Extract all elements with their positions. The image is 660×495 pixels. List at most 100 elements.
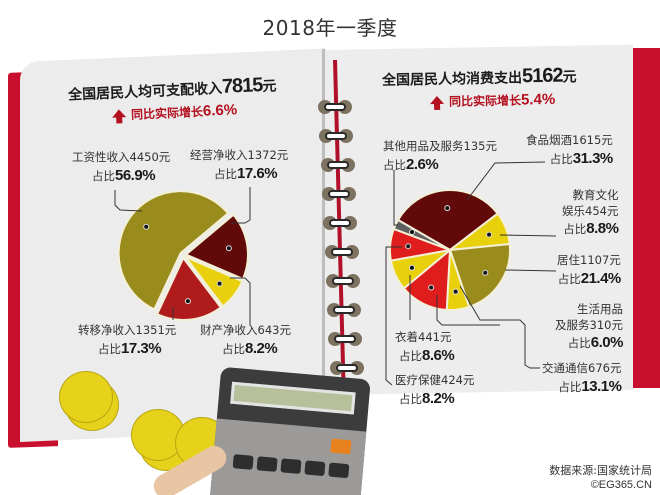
label-household: 生活用品 及服务310元 占比6.0% (555, 302, 623, 353)
label-medical-share: 占比8.2% (395, 389, 474, 409)
pie-anchor-dot (216, 280, 223, 287)
spiral-ring (318, 100, 352, 114)
share-value: 2.6% (406, 155, 439, 173)
label-food: 食品烟酒1615元 占比31.3% (526, 133, 613, 169)
label-education-name-1: 教育文化 (572, 188, 619, 202)
pie-slice (184, 213, 249, 281)
label-business-name: 经营净收入1372元 (190, 148, 289, 162)
label-education-share: 占比8.8% (562, 219, 619, 239)
share-prefix: 占比 (557, 271, 581, 286)
label-wages-share: 占比56.9% (72, 166, 170, 186)
label-medical-name: 医疗保健424元 (395, 373, 475, 387)
page-title: 2018年一季度 (262, 16, 398, 40)
calculator-illustration (209, 366, 371, 495)
calculator-orange-key (330, 438, 352, 455)
share-value: 8.6% (422, 346, 455, 364)
share-value: 56.9% (115, 166, 156, 184)
label-housing-share: 占比21.4% (557, 269, 622, 289)
calculator-key (328, 462, 350, 479)
label-clothing: 衣着441元 占比8.6% (395, 330, 455, 366)
share-prefix: 占比 (399, 391, 422, 406)
notebook-cover-right (632, 48, 660, 388)
label-clothing-name: 衣着441元 (395, 330, 452, 344)
label-other-share: 占比2.6% (383, 155, 497, 175)
spiral-ring (329, 361, 364, 375)
label-transfer: 转移净收入1351元 占比17.3% (78, 323, 176, 359)
pie-anchor-dot (486, 231, 493, 238)
label-household-name-1: 生活用品 (576, 302, 623, 316)
share-prefix: 占比 (563, 222, 587, 237)
label-other-name: 其他用品及服务135元 (383, 139, 497, 153)
pie-anchor-dot (405, 243, 412, 250)
leader-lines (114, 161, 557, 386)
spiral-ring (323, 216, 358, 230)
spiral-ring (327, 303, 362, 317)
share-prefix: 占比 (383, 157, 406, 172)
label-wages-name: 工资性收入4450元 (72, 150, 171, 164)
label-property-share: 占比8.2% (200, 339, 291, 359)
pie-slice (117, 190, 230, 311)
label-property: 财产净收入643元 占比8.2% (200, 323, 291, 359)
label-transfer-name: 转移净收入1351元 (78, 323, 177, 337)
share-prefix: 占比 (399, 348, 422, 363)
pie-anchor-dot (482, 269, 489, 276)
pie-anchor-dot (184, 298, 191, 305)
label-other: 其他用品及服务135元 占比2.6% (383, 139, 497, 175)
share-value: 17.6% (237, 164, 278, 182)
share-prefix: 占比 (549, 151, 573, 166)
label-education: 教育文化 娱乐454元 占比8.8% (562, 188, 619, 239)
share-value: 6.0% (590, 334, 624, 352)
spiral-ring (328, 332, 363, 346)
pie-slice (448, 242, 511, 309)
calculator-screen (230, 381, 356, 415)
pie-anchor-dot (143, 223, 150, 230)
spiral-ring (321, 187, 356, 201)
calculator-key (304, 460, 326, 477)
label-education-name-2: 娱乐454元 (562, 203, 619, 218)
pie-slice (392, 218, 451, 251)
share-value: 8.2% (245, 339, 278, 357)
calculator-key (256, 456, 278, 472)
label-food-share: 占比31.3% (526, 149, 614, 169)
label-business-share: 占比17.6% (190, 164, 288, 184)
spiral-ring (324, 245, 359, 259)
share-prefix: 占比 (98, 341, 121, 356)
share-value: 8.8% (586, 220, 619, 238)
calculator-key (280, 458, 302, 475)
label-housing-name: 居住1107元 (557, 253, 621, 267)
share-prefix: 占比 (92, 168, 115, 183)
pie-anchor-dot (225, 245, 232, 252)
share-value: 8.2% (422, 389, 455, 407)
share-value: 17.3% (121, 339, 162, 357)
calculator-key (232, 454, 254, 470)
share-prefix: 占比 (558, 379, 582, 394)
pie-slice (182, 254, 244, 308)
spiral-ring (319, 129, 354, 143)
income-pie (117, 190, 249, 321)
label-transport-name: 交通通信676元 (542, 361, 622, 375)
pie-anchor-dot (444, 205, 451, 212)
label-transfer-share: 占比17.3% (78, 339, 176, 359)
share-value: 21.4% (580, 269, 622, 287)
data-source: 数据来源:国家统计局 (549, 464, 652, 477)
share-prefix: 占比 (567, 336, 591, 351)
spending-pie (389, 189, 511, 311)
label-wages: 工资性收入4450元 占比56.9% (72, 150, 170, 186)
label-medical: 医疗保健424元 占比8.2% (395, 373, 474, 409)
share-value: 13.1% (581, 377, 622, 395)
pie-anchor-dot (452, 288, 459, 295)
share-value: 31.3% (572, 149, 614, 167)
label-transport: 交通通信676元 占比13.1% (542, 361, 622, 397)
label-household-name-2: 及服务310元 (555, 317, 623, 332)
label-housing: 居住1107元 占比21.4% (557, 253, 621, 289)
pie-anchor-dot (408, 264, 415, 271)
label-property-name: 财产净收入643元 (200, 323, 291, 337)
share-prefix: 占比 (222, 341, 245, 356)
pie-slice (155, 256, 223, 321)
label-clothing-share: 占比8.6% (395, 346, 455, 366)
pie-slice (396, 189, 500, 252)
label-household-share: 占比6.0% (555, 333, 624, 353)
spiral-ring (325, 274, 360, 288)
share-prefix: 占比 (214, 166, 237, 181)
